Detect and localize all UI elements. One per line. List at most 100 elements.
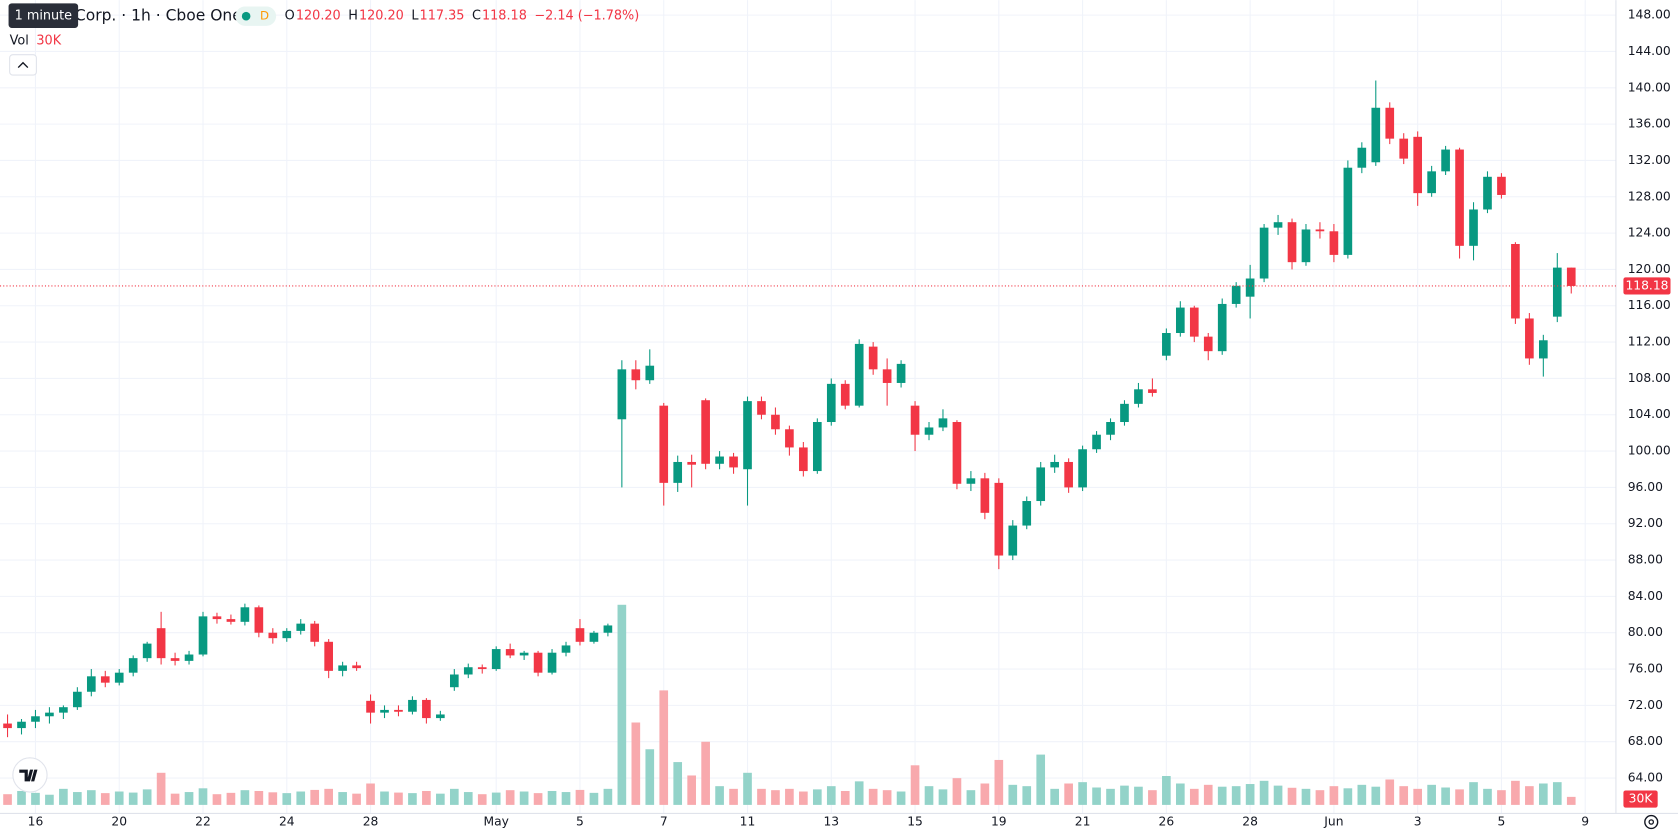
candle-body (310, 623, 320, 642)
settings-icon-center (1648, 819, 1655, 825)
candle-body (1120, 403, 1129, 423)
candle-body (575, 628, 585, 642)
candle-body (1287, 222, 1297, 263)
settings-button[interactable] (1644, 814, 1659, 830)
volume-bar (603, 788, 613, 805)
candle-body (1273, 222, 1283, 228)
volume-bar (1050, 788, 1059, 805)
candle-body (1259, 227, 1269, 279)
volume-bar (1566, 796, 1576, 805)
volume-bar (254, 790, 264, 805)
y-tick-label: 116.00 (1628, 298, 1671, 312)
candle-body (1399, 138, 1409, 159)
candle-body (1357, 147, 1367, 168)
tv-logo (12, 757, 48, 793)
volume-bar (547, 790, 557, 805)
y-tick-label: 64.00 (1628, 771, 1663, 785)
candle-body (463, 667, 473, 675)
collapse-icon (17, 61, 29, 69)
volume-bar (212, 794, 222, 805)
volume-bar (282, 793, 292, 805)
volume-bar (100, 793, 110, 805)
candle-body (324, 641, 333, 671)
volume-bar (1427, 784, 1436, 805)
y-tick-label: 92.00 (1628, 516, 1663, 530)
volume-bar (1231, 786, 1241, 805)
volume-bar (1175, 783, 1185, 805)
volume-bar (324, 788, 333, 805)
volume-bar (631, 722, 641, 805)
candle-body (1552, 267, 1562, 317)
candle-body (1413, 136, 1423, 194)
y-tick-label: 100.00 (1628, 444, 1671, 458)
volume-bar (31, 792, 40, 805)
candle-body (826, 383, 836, 423)
x-tick-label: 24 (279, 815, 295, 829)
candle-body (1385, 107, 1395, 139)
volume-bar (463, 792, 473, 805)
candle-body (128, 658, 138, 673)
x-tick-label: 15 (907, 815, 923, 829)
collapse-button[interactable] (9, 54, 37, 76)
candle-body (254, 607, 264, 633)
volume-bar (1092, 787, 1101, 805)
volume-bar (1511, 780, 1520, 805)
x-tick-label: 22 (195, 815, 211, 829)
volume-bar (17, 790, 26, 805)
volume-bar (1399, 786, 1409, 805)
symbol-title: Corp. · 1h · Cboe One (75, 7, 242, 25)
x-tick-label: 11 (740, 815, 756, 829)
volume-bar (352, 793, 361, 805)
volume-bar (868, 788, 878, 805)
candle-body (882, 369, 892, 383)
legend-key: C (472, 9, 481, 24)
volume-bar (1357, 784, 1367, 805)
candle-body (422, 699, 431, 719)
candle-body (1036, 467, 1046, 502)
volume-bar (170, 793, 180, 805)
volume-bar (743, 772, 752, 805)
volume-bar (1064, 783, 1073, 805)
y-tick-label: 140.00 (1628, 80, 1671, 94)
candle-body (547, 652, 557, 673)
candle-body (743, 401, 752, 470)
candle-body (212, 616, 222, 620)
candle-body (1064, 461, 1073, 488)
candle-body (1022, 501, 1032, 526)
volume-bar (826, 786, 836, 805)
volume-bar (1385, 779, 1395, 805)
candle-body (198, 616, 208, 655)
volume-bar (1008, 784, 1018, 805)
volume-bar (519, 791, 529, 805)
volume-bar (1469, 782, 1478, 805)
status-badge[interactable] (235, 6, 277, 26)
x-tick-label: 7 (660, 815, 668, 829)
candle-body (1203, 336, 1213, 352)
volume-bar (268, 792, 278, 805)
candle-body (1566, 267, 1576, 286)
volume-bar (505, 790, 515, 805)
candle-body (366, 700, 375, 713)
candle-body (1455, 149, 1464, 246)
x-tick-label: 13 (823, 815, 839, 829)
candle-body (1427, 171, 1436, 194)
volume-bar (854, 781, 864, 805)
volume-bar (1455, 789, 1464, 805)
volume-bar (198, 788, 208, 805)
volume-bar (1245, 784, 1255, 805)
last-volume-label: 30K (1629, 792, 1654, 806)
volume-bar (296, 791, 306, 805)
candle-body (100, 676, 110, 683)
candle-body (17, 721, 26, 729)
candle-body (142, 643, 152, 659)
candle-body (659, 405, 669, 483)
candle-body (1469, 209, 1478, 246)
candle-body (840, 383, 850, 406)
candle-body (966, 478, 976, 484)
volume-bar (128, 792, 138, 805)
candle-body (268, 632, 278, 639)
candle-body (86, 676, 96, 692)
volume-bar (589, 792, 599, 805)
candle-body (924, 427, 934, 435)
y-tick-label: 128.00 (1628, 189, 1671, 203)
